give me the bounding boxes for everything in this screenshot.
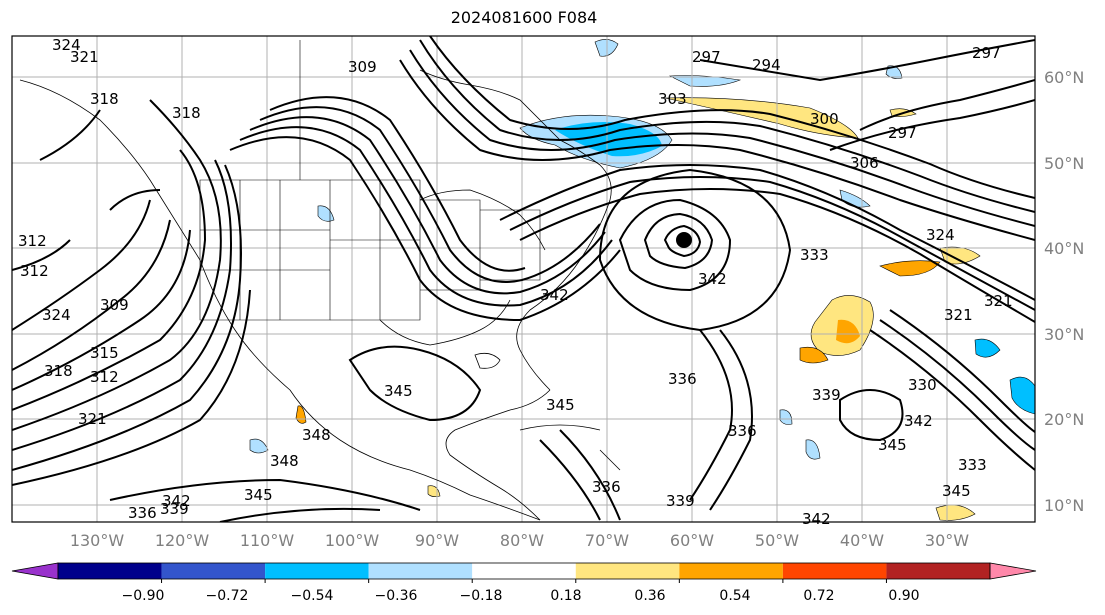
lon-label: 100°W [325, 531, 380, 550]
colorbar-tick-label: −0.72 [206, 588, 249, 604]
contour-label: 318 [172, 104, 201, 122]
lat-label: 10°N [1044, 496, 1084, 515]
map-frame [11, 35, 1036, 523]
contour-label: 345 [546, 396, 575, 414]
contour-label: 312 [20, 262, 49, 280]
contour-label: 297 [972, 44, 1001, 62]
lon-label: 110°W [240, 531, 295, 550]
colorbar-tick-label: 0.72 [803, 588, 834, 604]
contour-label: 348 [270, 452, 299, 470]
contour-label: 324 [926, 226, 955, 244]
contour-label: 309 [348, 58, 377, 76]
contour-label: 348 [302, 426, 331, 444]
contour-label: 342 [540, 286, 569, 304]
contour-label: 297 [692, 48, 721, 66]
contour-label: 330 [908, 376, 937, 394]
colorbar-tick-label: −0.36 [375, 588, 418, 604]
contour-label: 300 [810, 110, 839, 128]
contour-label: 345 [384, 382, 413, 400]
contour-label: 312 [90, 368, 119, 386]
contour-label: 321 [70, 48, 99, 66]
lon-label: 80°W [500, 531, 544, 550]
contour-label: 339 [666, 492, 695, 510]
contour-label: 336 [592, 478, 621, 496]
colorbar-tick-label: 0.18 [550, 588, 581, 604]
contour-label: 345 [878, 436, 907, 454]
contour-lines [12, 36, 1035, 522]
contour-label: 312 [18, 232, 47, 250]
contour-label: 309 [100, 296, 129, 314]
contour-label: 345 [942, 482, 971, 500]
colorbar-segment [161, 563, 266, 579]
colorbar-segment [679, 563, 783, 579]
colorbar-tick-label: −0.18 [460, 588, 503, 604]
contour-label: 321 [78, 410, 107, 428]
contour-label: 315 [90, 344, 119, 362]
colorbar-frame [57, 562, 991, 580]
contour-label: 324 [42, 306, 71, 324]
contour-label: 342 [904, 412, 933, 430]
contour-label: 339 [160, 500, 189, 518]
colorbar [11, 562, 1037, 583]
lat-label: 40°N [1044, 239, 1084, 258]
contour-label: 336 [128, 504, 157, 522]
lon-label: 40°W [840, 531, 884, 550]
contour-label-group: 324 321 318 318 309 297 294 297 300 297 … [18, 36, 1013, 528]
colorbar-segment [265, 563, 369, 579]
colorbar-tick-label: −0.54 [291, 588, 334, 604]
lat-label: 20°N [1044, 410, 1084, 429]
contour-label: 333 [958, 456, 987, 474]
contour-label: 345 [244, 486, 273, 504]
graticule [12, 36, 1035, 522]
contour-label: 318 [90, 90, 119, 108]
colorbar-segment [886, 563, 990, 579]
colorbar-segment [58, 563, 162, 579]
contour-label: 342 [802, 510, 831, 528]
lon-label: 120°W [155, 531, 210, 550]
colorbar-tick-label: 0.54 [719, 588, 750, 604]
lat-label: 30°N [1044, 325, 1084, 344]
state-borders [199, 40, 541, 321]
contour-label: 336 [728, 422, 757, 440]
colorbar-tick-label: 0.90 [888, 588, 919, 604]
colorbar-tick-labels: −0.90 −0.72 −0.54 −0.36 −0.18 0.18 0.36 … [122, 588, 920, 604]
lon-label: 50°W [755, 531, 799, 550]
colorbar-extend-max [989, 562, 1037, 580]
map-title: 2024081600 F084 [450, 8, 598, 27]
colorbar-segment [782, 563, 887, 579]
contour-label: 306 [850, 154, 879, 172]
contour-label: 333 [800, 246, 829, 264]
contour-label: 336 [668, 370, 697, 388]
lat-label: 50°N [1044, 154, 1084, 173]
contour-label: 339 [812, 386, 841, 404]
contour-label: 321 [944, 306, 973, 324]
colorbar-segment [575, 563, 680, 579]
contour-label: 297 [888, 124, 917, 142]
contour-label: 321 [984, 292, 1013, 310]
lon-label: 60°W [670, 531, 714, 550]
lon-label: 30°W [925, 531, 969, 550]
lon-label: 90°W [415, 531, 459, 550]
latitude-labels: 60°N 50°N 40°N 30°N 20°N 10°N [1044, 68, 1084, 515]
lat-label: 60°N [1044, 68, 1084, 87]
contour-label: 342 [162, 492, 191, 510]
contour-label: 318 [44, 362, 73, 380]
colorbar-extend-min [11, 562, 59, 580]
longitude-labels: 130°W 120°W 110°W 100°W 90°W 80°W 70°W 6… [70, 531, 969, 550]
colorbar-tick-label: 0.36 [634, 588, 665, 604]
lon-label: 130°W [70, 531, 125, 550]
colorbar-segment [368, 563, 473, 579]
colorbar-tick-label: −0.90 [122, 588, 165, 604]
lon-label: 70°W [585, 531, 629, 550]
contour-label: 324 [52, 36, 81, 54]
contour-label: 294 [752, 56, 781, 74]
contour-label: 303 [658, 90, 687, 108]
contour-label: 342 [698, 270, 727, 288]
colorbar-segment [472, 563, 576, 579]
